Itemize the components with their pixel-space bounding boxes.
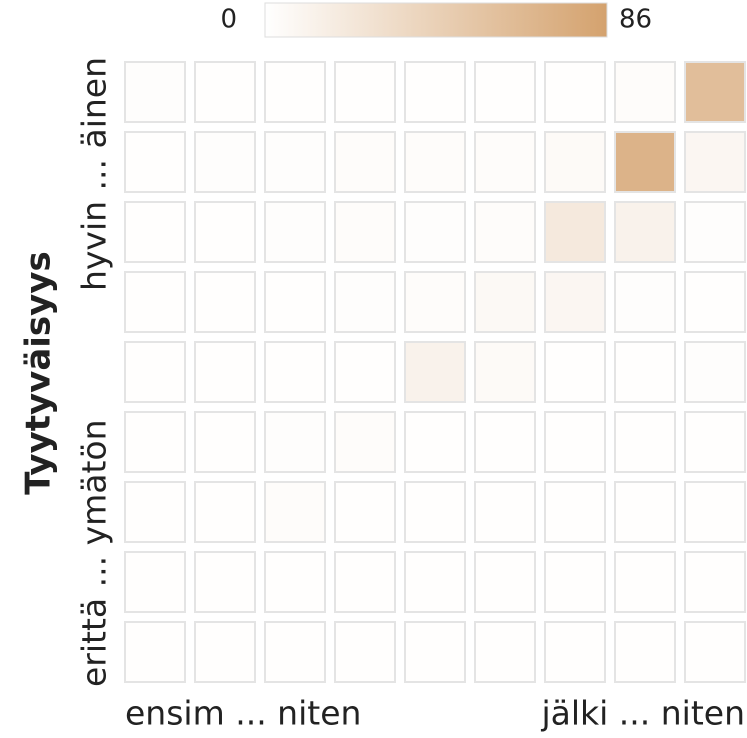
heat-cell (194, 271, 256, 333)
heat-cell (264, 341, 326, 403)
heat-cell (334, 131, 396, 193)
heat-cell (404, 341, 466, 403)
heat-cell (684, 481, 746, 543)
heat-cell (474, 341, 536, 403)
heat-cell (684, 411, 746, 473)
heat-cell (544, 411, 606, 473)
x-tick-label: jälki ... niten (540, 694, 745, 733)
heat-cell (194, 341, 256, 403)
heat-cell (194, 411, 256, 473)
heat-cell (194, 621, 256, 683)
heat-cell (404, 411, 466, 473)
heat-cell (684, 201, 746, 263)
heat-cell (474, 131, 536, 193)
heat-cell (264, 621, 326, 683)
heat-cell (334, 61, 396, 123)
heat-cell (474, 61, 536, 123)
heat-cell (194, 131, 256, 193)
heat-cell (334, 411, 396, 473)
heat-cell (474, 551, 536, 613)
heat-cell (264, 481, 326, 543)
heat-cell (334, 621, 396, 683)
heat-cell (334, 341, 396, 403)
heat-cell (404, 271, 466, 333)
heat-cell (544, 481, 606, 543)
heat-cell (474, 481, 536, 543)
heat-cell (684, 621, 746, 683)
heat-cell (404, 61, 466, 123)
heat-cell (264, 551, 326, 613)
heat-cell (124, 411, 186, 473)
heat-cell (334, 551, 396, 613)
heat-cell (124, 131, 186, 193)
heat-cell (614, 271, 676, 333)
heat-cell (404, 621, 466, 683)
heat-cell (474, 621, 536, 683)
heat-cell (614, 481, 676, 543)
heat-cell (684, 341, 746, 403)
heat-cell (194, 201, 256, 263)
y-tick-label: hyvin ... äinen (75, 57, 114, 291)
heat-cell (614, 551, 676, 613)
heat-cell (334, 201, 396, 263)
heat-cell (544, 621, 606, 683)
heat-cell (124, 201, 186, 263)
heat-cell (334, 271, 396, 333)
heat-cell (404, 131, 466, 193)
heat-cell (264, 201, 326, 263)
heat-cell (684, 551, 746, 613)
heat-cell (124, 61, 186, 123)
heat-cell (124, 481, 186, 543)
colorbar-tick-label: 0 (220, 5, 237, 35)
y-tick-label: erittä ... ymätön (75, 419, 114, 687)
heat-cell (194, 481, 256, 543)
heat-cell (544, 271, 606, 333)
heat-cell (614, 131, 676, 193)
heat-cell (194, 61, 256, 123)
heat-cell (404, 201, 466, 263)
heat-cell (474, 201, 536, 263)
heat-cell (614, 61, 676, 123)
heat-cell (614, 341, 676, 403)
heat-cell (264, 411, 326, 473)
heat-cell (614, 201, 676, 263)
heat-cell (474, 271, 536, 333)
heat-cell (684, 271, 746, 333)
y-axis-title: Tyytyväisyys (19, 251, 59, 494)
heat-cell (404, 551, 466, 613)
heat-cell (684, 131, 746, 193)
heat-cell (544, 61, 606, 123)
heat-cell (194, 551, 256, 613)
heat-cell (544, 131, 606, 193)
heat-cell (684, 61, 746, 123)
heat-cell (474, 411, 536, 473)
heat-cell (264, 131, 326, 193)
heat-cell (264, 61, 326, 123)
heat-cell (404, 481, 466, 543)
heat-cell (614, 621, 676, 683)
x-tick-label: ensim ... niten (125, 694, 361, 733)
heat-cell (334, 481, 396, 543)
heat-cell (124, 271, 186, 333)
heat-cell (544, 551, 606, 613)
heat-cell (614, 411, 676, 473)
colorbar (264, 2, 608, 38)
colorbar-tick-label: 86 (619, 5, 652, 35)
heat-cell (124, 621, 186, 683)
heat-cell (124, 551, 186, 613)
heat-cell (264, 271, 326, 333)
heat-cell (124, 341, 186, 403)
heat-cell (544, 201, 606, 263)
heat-cell (544, 341, 606, 403)
